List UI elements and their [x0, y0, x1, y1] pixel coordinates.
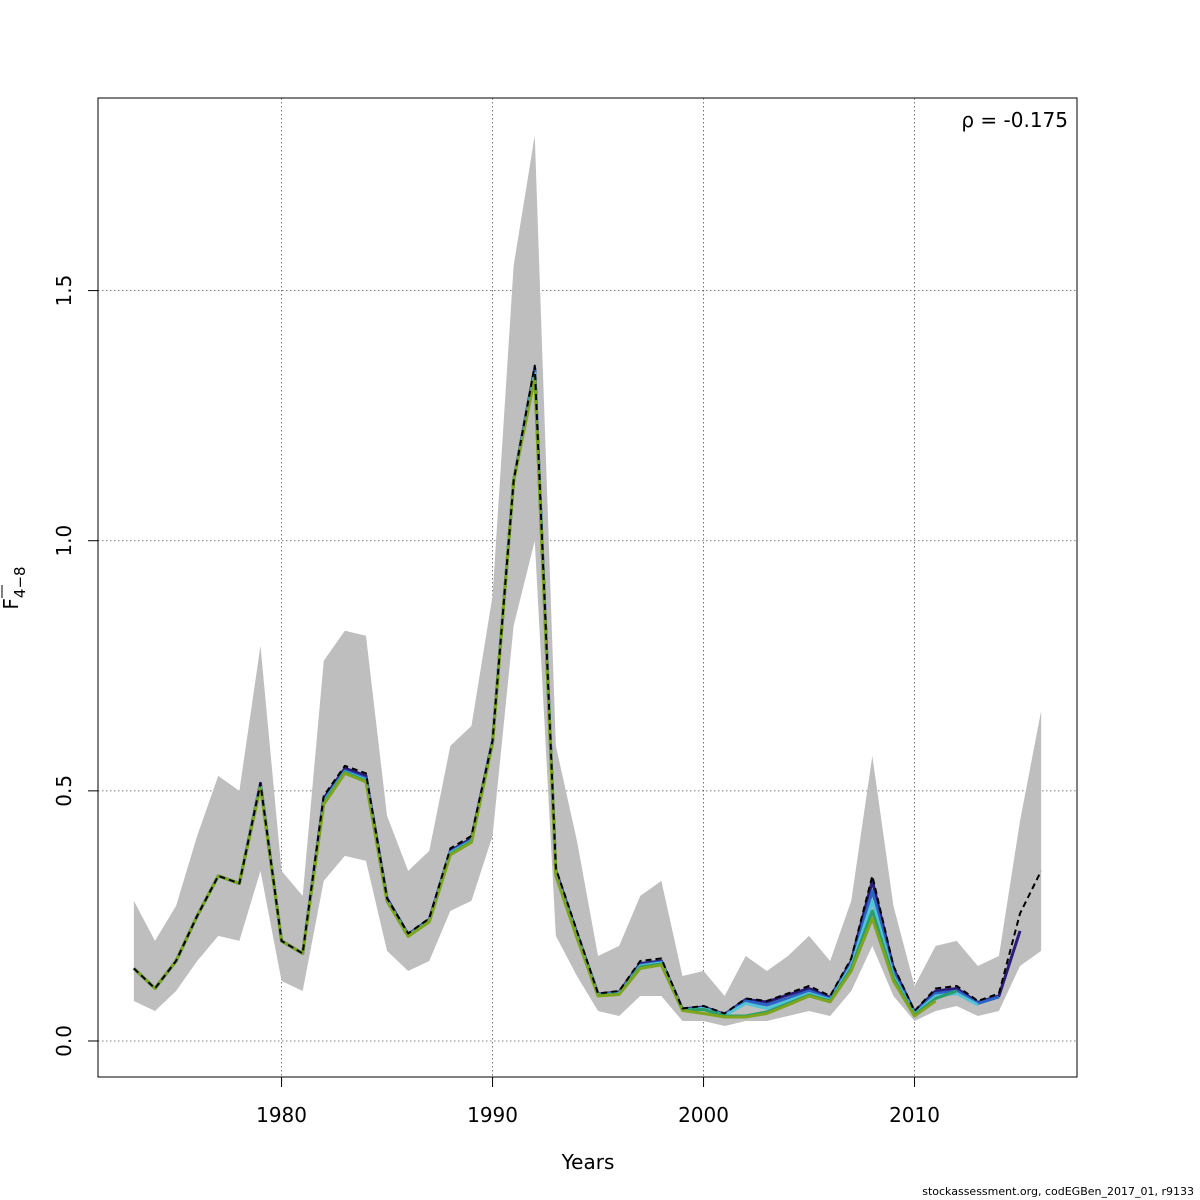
- gridlines: [98, 98, 1077, 1077]
- svg-text:F4−8: F4−8: [0, 566, 29, 609]
- y-tick-label-1.0: 1.0: [52, 525, 76, 557]
- y-axis-title-subscript: 4−8: [11, 566, 29, 598]
- y-axis-title: F4−8: [0, 566, 29, 609]
- plot-frame: [97, 97, 1078, 1078]
- rho-annotation: ρ = -0.175: [961, 108, 1068, 132]
- y-tick-label-0.0: 0.0: [52, 1025, 76, 1057]
- y-tick-label-0.5: 0.5: [52, 775, 76, 807]
- footer-credit: stockassessment.org, codEGBen_2017_01, r…: [922, 1185, 1194, 1198]
- series-layer: [132, 364, 1043, 1019]
- confidence-band-layer: [133, 135, 1042, 1026]
- y-axis-title-main: F: [0, 598, 23, 610]
- x-tick-label-1980: 1980: [256, 1103, 307, 1127]
- confidence-band: [133, 135, 1042, 1026]
- x-tick-label-2010: 2010: [889, 1103, 940, 1127]
- x-tick-label-2000: 2000: [678, 1103, 729, 1127]
- x-tick-label-1990: 1990: [467, 1103, 518, 1127]
- y-axis: 0.0 0.5 1.0 1.5: [52, 275, 98, 1057]
- x-axis-title: Years: [561, 1150, 615, 1174]
- series-line-base: [133, 364, 1043, 1015]
- x-axis: 1980 1990 2000 2010: [256, 1077, 940, 1127]
- y-tick-label-1.5: 1.5: [52, 275, 76, 307]
